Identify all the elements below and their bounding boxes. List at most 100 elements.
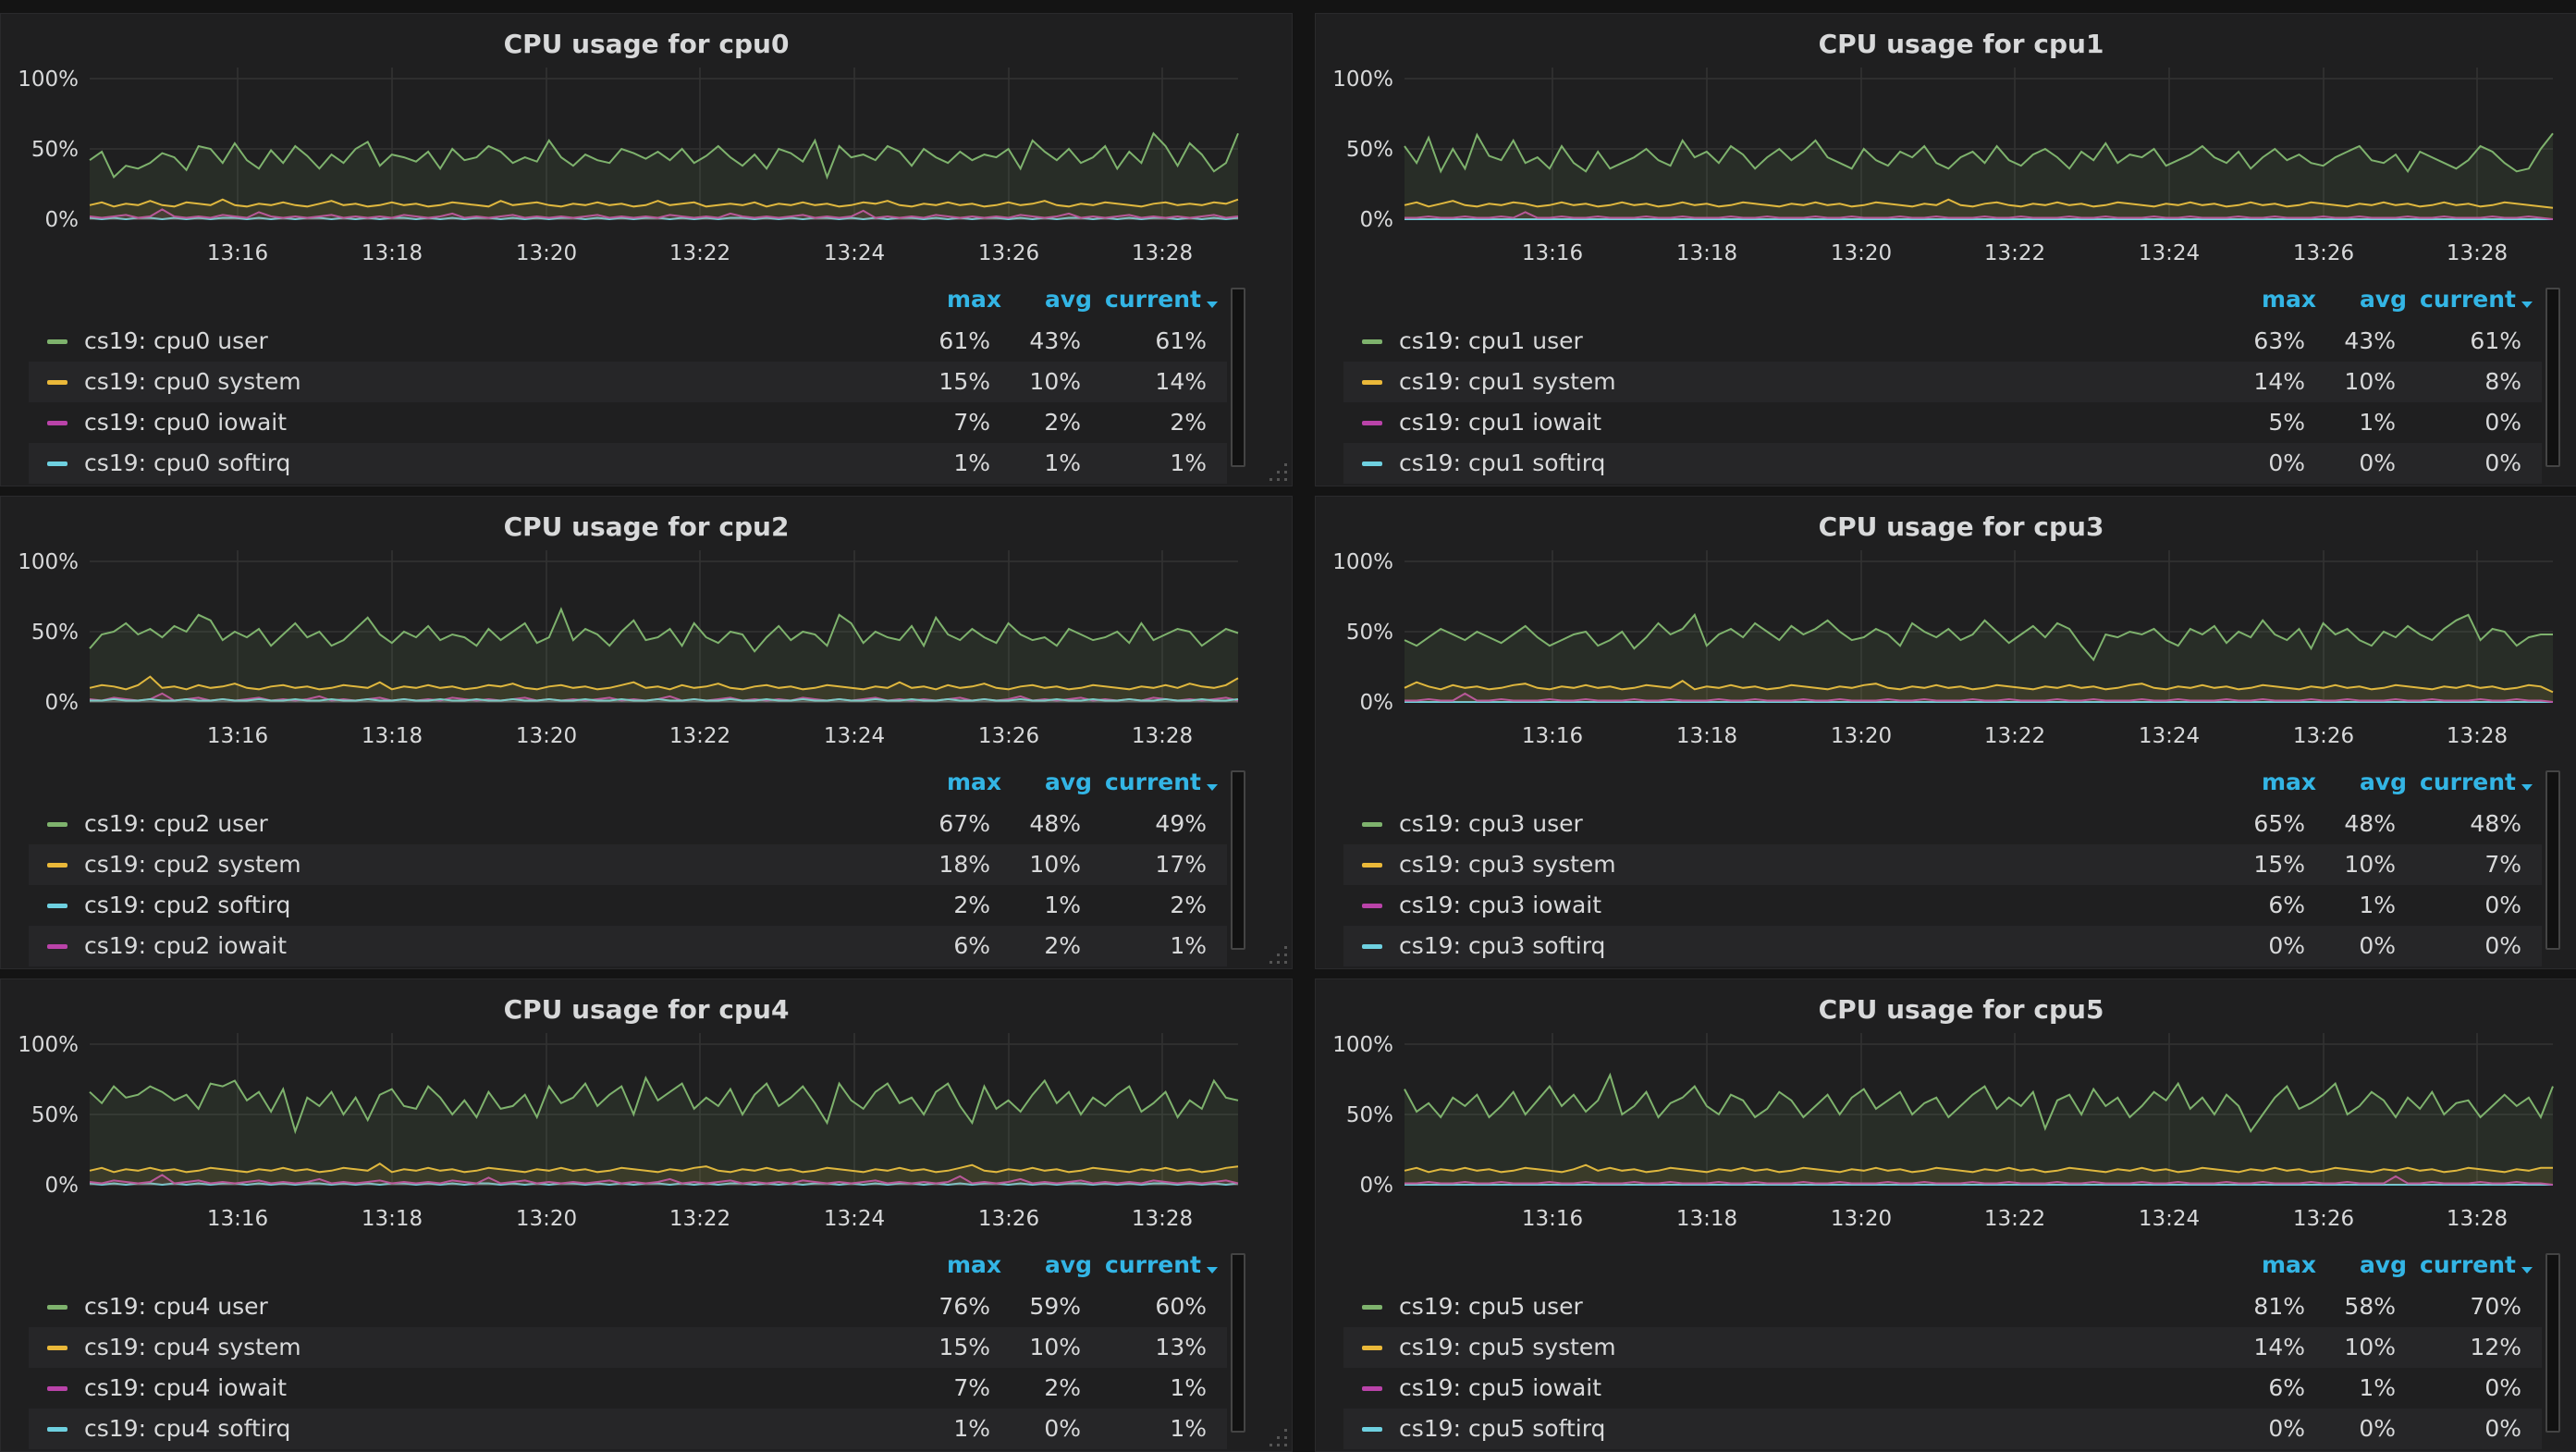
- series-color-swatch[interactable]: [47, 1346, 67, 1350]
- series-color-swatch[interactable]: [47, 1427, 67, 1432]
- legend-row[interactable]: cs19: cpu3 iowait 6% 1% 0%: [1343, 885, 2542, 926]
- sort-current-header[interactable]: current: [2420, 769, 2533, 795]
- series-name[interactable]: cs19: cpu2 iowait: [84, 932, 288, 959]
- series-color-swatch[interactable]: [47, 380, 67, 385]
- cpu-usage-chart[interactable]: 100% 50% 0% 13:16 13:18 13:20 13:22 13:24 13:26 1…: [1316, 14, 2576, 282]
- legend-row[interactable]: cs19: cpu5 iowait 6% 1% 0%: [1343, 1368, 2542, 1409]
- series-name[interactable]: cs19: cpu2 system: [84, 851, 301, 878]
- series-line[interactable]: [1404, 132, 2554, 174]
- series-color-swatch[interactable]: [1362, 461, 1382, 466]
- sort-max-header[interactable]: max: [2261, 1251, 2316, 1278]
- legend-row[interactable]: cs19: cpu4 system 15% 10% 13%: [29, 1327, 1227, 1368]
- graph-panel-1[interactable]: CPU usage for cpu1 100% 50% 0% 13:16 13:18 13:…: [1315, 13, 2576, 486]
- series-line[interactable]: [89, 1163, 1239, 1174]
- series-line[interactable]: [1405, 1175, 2554, 1186]
- series-line[interactable]: [89, 208, 1239, 219]
- cpu-usage-chart[interactable]: 100% 50% 0% 13:16 13:18 13:20 13:22 13:24 13:26 1…: [1316, 979, 2576, 1248]
- series-line[interactable]: [89, 1174, 1239, 1185]
- series-line[interactable]: [90, 697, 1239, 702]
- sort-avg-header[interactable]: avg: [2359, 769, 2407, 795]
- series-name[interactable]: cs19: cpu3 iowait: [1399, 892, 1602, 918]
- cpu-usage-chart[interactable]: 100% 50% 0% 13:16 13:18 13:20 13:22 13:24 13:26 1…: [1316, 497, 2576, 765]
- series-name[interactable]: cs19: cpu3 user: [1399, 810, 1583, 837]
- legend-scrollbar[interactable]: [1231, 288, 1245, 467]
- legend-row[interactable]: cs19: cpu2 user 67% 48% 49%: [29, 804, 1227, 844]
- series-line[interactable]: [1404, 198, 2554, 209]
- sort-current-header[interactable]: current: [1105, 1251, 1218, 1278]
- series-name[interactable]: cs19: cpu5 user: [1399, 1293, 1583, 1320]
- series-name[interactable]: cs19: cpu0 softirq: [84, 449, 291, 476]
- panel-resize-handle[interactable]: [1270, 463, 1288, 482]
- series-line[interactable]: [1404, 680, 2554, 694]
- panel-resize-handle[interactable]: [1270, 1429, 1288, 1447]
- series-name[interactable]: cs19: cpu5 softirq: [1399, 1415, 1606, 1442]
- series-color-swatch[interactable]: [1362, 904, 1382, 908]
- legend-row[interactable]: cs19: cpu3 system 15% 10% 7%: [1343, 844, 2542, 885]
- legend-row[interactable]: cs19: cpu5 softirq 0% 0% 0%: [1343, 1409, 2542, 1449]
- series-line[interactable]: [89, 1182, 1239, 1187]
- legend-row[interactable]: cs19: cpu2 softirq 2% 1% 2%: [29, 885, 1227, 926]
- legend-scrollbar[interactable]: [1231, 1253, 1245, 1433]
- series-name[interactable]: cs19: cpu2 softirq: [84, 892, 291, 918]
- panel-title[interactable]: CPU usage for cpu1: [1818, 29, 2104, 59]
- legend-row[interactable]: cs19: cpu2 iowait 6% 2% 1%: [29, 926, 1227, 966]
- sort-max-header[interactable]: max: [946, 1251, 1001, 1278]
- series-line[interactable]: [1404, 1072, 2554, 1134]
- legend-row[interactable]: cs19: cpu5 user 81% 58% 70%: [1343, 1286, 2542, 1327]
- legend-row[interactable]: cs19: cpu5 system 14% 10% 12%: [1343, 1327, 2542, 1368]
- panel-title[interactable]: CPU usage for cpu4: [503, 994, 790, 1025]
- legend-row[interactable]: cs19: cpu2 system 18% 10% 17%: [29, 844, 1227, 885]
- sort-max-header[interactable]: max: [946, 769, 1001, 795]
- legend-scrollbar[interactable]: [2545, 288, 2560, 467]
- legend-row[interactable]: cs19: cpu1 user 63% 43% 61%: [1343, 321, 2542, 362]
- series-color-swatch[interactable]: [1362, 339, 1382, 344]
- series-color-swatch[interactable]: [47, 904, 67, 908]
- graph-panel-0[interactable]: CPU usage for cpu0 100% 50% 0% 13:16 13:18 13:…: [0, 13, 1293, 486]
- series-name[interactable]: cs19: cpu4 iowait: [84, 1374, 288, 1401]
- series-color-swatch[interactable]: [1362, 1346, 1382, 1350]
- series-line[interactable]: [1404, 612, 2553, 662]
- legend-scrollbar[interactable]: [2545, 1253, 2560, 1433]
- legend-row[interactable]: cs19: cpu4 user 76% 59% 60%: [29, 1286, 1227, 1327]
- series-color-swatch[interactable]: [1362, 863, 1382, 868]
- cpu-usage-chart[interactable]: 100% 50% 0% 13:16 13:18 13:20 13:22 13:24 13:26 1…: [1, 14, 1293, 282]
- series-name[interactable]: cs19: cpu0 iowait: [84, 409, 288, 436]
- sort-current-header[interactable]: current: [1105, 286, 1218, 313]
- series-name[interactable]: cs19: cpu5 system: [1399, 1334, 1616, 1360]
- legend-row[interactable]: cs19: cpu0 user 61% 43% 61%: [29, 321, 1227, 362]
- sort-avg-header[interactable]: avg: [1044, 286, 1092, 313]
- series-color-swatch[interactable]: [47, 944, 67, 949]
- cpu-usage-chart[interactable]: 100% 50% 0% 13:16 13:18 13:20 13:22 13:24 13:26 1…: [1, 497, 1293, 765]
- series-name[interactable]: cs19: cpu4 system: [84, 1334, 301, 1360]
- sort-current-header[interactable]: current: [2420, 286, 2533, 313]
- series-line[interactable]: [89, 1075, 1239, 1135]
- series-line[interactable]: [89, 675, 1239, 691]
- series-color-swatch[interactable]: [47, 461, 67, 466]
- legend-row[interactable]: cs19: cpu3 softirq 0% 0% 0%: [1343, 926, 2542, 966]
- series-line[interactable]: [89, 131, 1239, 180]
- legend-row[interactable]: cs19: cpu1 system 14% 10% 8%: [1343, 362, 2542, 402]
- series-name[interactable]: cs19: cpu1 softirq: [1399, 449, 1606, 476]
- legend-scrollbar[interactable]: [1231, 770, 1245, 950]
- series-line[interactable]: [89, 607, 1239, 653]
- legend-row[interactable]: cs19: cpu3 user 65% 48% 48%: [1343, 804, 2542, 844]
- panel-title[interactable]: CPU usage for cpu5: [1818, 994, 2104, 1025]
- legend-row[interactable]: cs19: cpu0 softirq 1% 1% 1%: [29, 443, 1227, 484]
- graph-panel-5[interactable]: CPU usage for cpu5 100% 50% 0% 13:16 13:18 13:…: [1315, 978, 2576, 1452]
- series-color-swatch[interactable]: [47, 822, 67, 827]
- cpu-usage-chart[interactable]: 100% 50% 0% 13:16 13:18 13:20 13:22 13:24 13:26 1…: [1, 979, 1293, 1248]
- legend-row[interactable]: cs19: cpu1 iowait 5% 1% 0%: [1343, 402, 2542, 443]
- panel-title[interactable]: CPU usage for cpu2: [503, 511, 790, 542]
- sort-max-header[interactable]: max: [946, 286, 1001, 313]
- sort-avg-header[interactable]: avg: [1044, 769, 1092, 795]
- series-color-swatch[interactable]: [47, 863, 67, 868]
- sort-max-header[interactable]: max: [2261, 286, 2316, 313]
- sort-max-header[interactable]: max: [2261, 769, 2316, 795]
- panel-title[interactable]: CPU usage for cpu0: [503, 29, 790, 59]
- series-line[interactable]: [1404, 1163, 2553, 1174]
- sort-avg-header[interactable]: avg: [2359, 1251, 2407, 1278]
- series-name[interactable]: cs19: cpu4 user: [84, 1293, 268, 1320]
- series-color-swatch[interactable]: [47, 421, 67, 425]
- sort-current-header[interactable]: current: [1105, 769, 1218, 795]
- series-name[interactable]: cs19: cpu3 softirq: [1399, 932, 1606, 959]
